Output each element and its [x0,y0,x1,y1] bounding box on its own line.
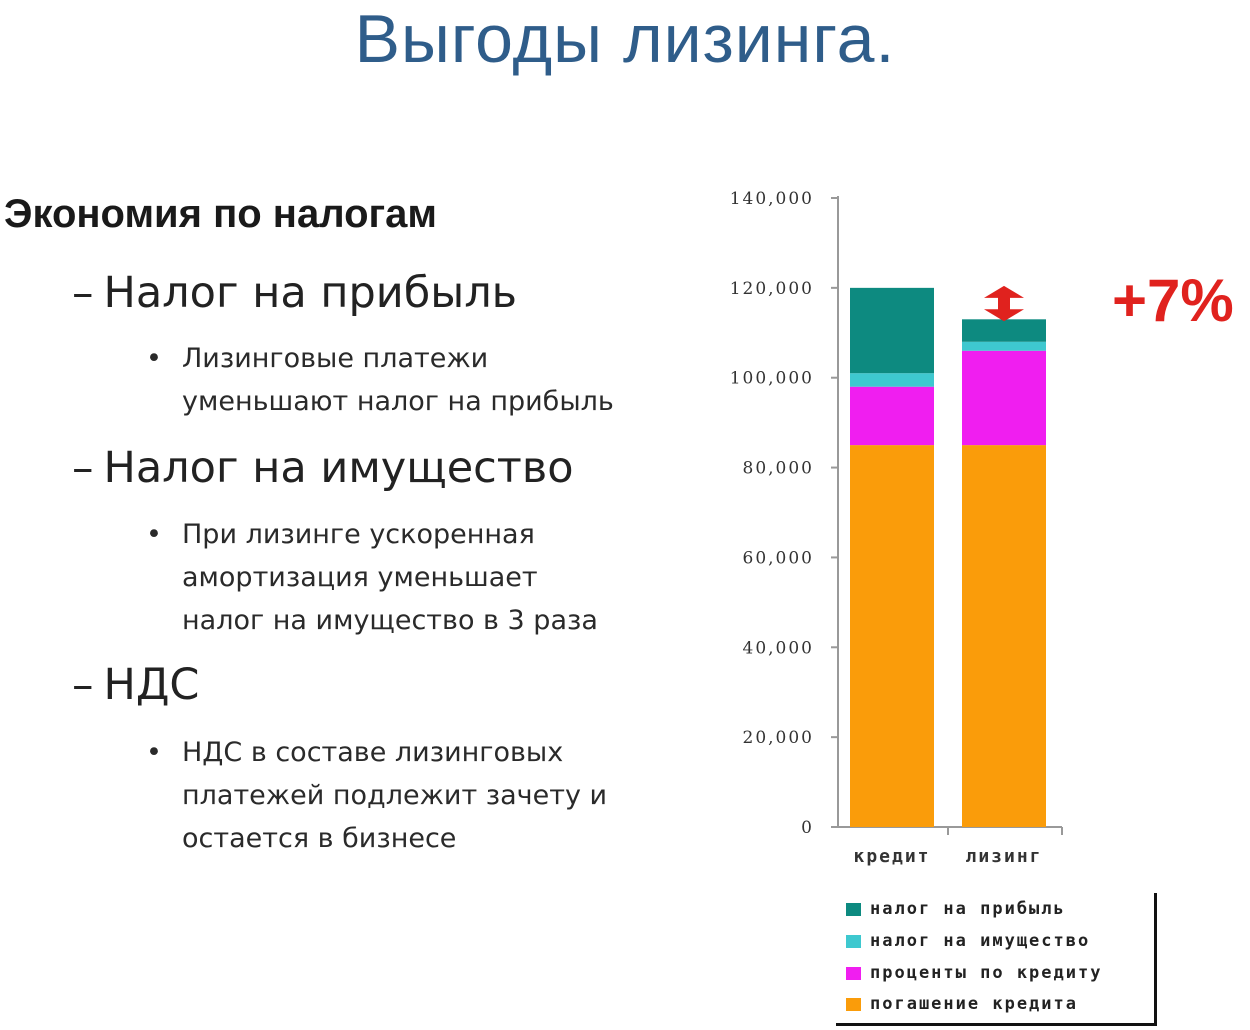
y-tick-label: 20,000 [743,728,814,748]
bar-segment [962,341,1046,351]
section-heading: Экономия по налогам [4,192,438,236]
bar-segment [962,319,1046,342]
bullet-line: платежей подлежит зачету и [182,780,608,811]
legend-item-profit-tax: налог на прибыль [846,899,1066,919]
point-profit-tax: – Налог на прибыль [72,268,517,318]
legend-label: налог на имущество [870,931,1091,951]
y-tick-label: 80,000 [743,459,814,479]
bullet-line: налог на имущество в 3 раза [182,605,598,636]
y-tick-label: 100,000 [730,369,814,389]
stacked-bar-chart: 0 20,000 40,000 60,000 80,000 100,000 120,000 1… [730,189,1063,867]
x-tick-label: лизинг [965,846,1042,867]
y-tick-label: 140,000 [730,189,814,209]
legend-swatch [846,966,861,980]
bullet-dot: • [146,343,162,374]
legend-item-loan-interest: проценты по кредиту [846,963,1102,983]
bar-segment [850,287,934,374]
bullet-line: Лизинговые платежи [182,343,489,374]
legend-item-property-tax: налог на имущество [846,931,1090,951]
legend-label: проценты по кредиту [870,963,1103,983]
bullet-line: амортизация уменьшает [182,562,538,593]
point-property-tax: – Налог на имущество [72,443,574,493]
y-tick-label: 120,000 [730,279,814,299]
delta-arrow-head-up [984,285,1024,298]
point-label: Налог на имущество [103,443,574,493]
y-tick-label: 60,000 [743,548,814,568]
bullet-vat: • НДС в составе лизинговых платежей подл… [146,731,646,860]
point-dash: – [72,443,94,493]
bullet-line: НДС в составе лизинговых [182,737,564,768]
bullet-profit-tax: • Лизинговые платежи уменьшают налог на … [146,337,646,423]
delta-arrow-head-down [984,309,1024,322]
legend-swatch [846,902,861,916]
slide-title: Выгоды лизинга. [354,1,896,77]
legend-label: налог на прибыль [870,899,1066,919]
bar-segment [962,350,1046,446]
x-tick-label: кредит [853,846,930,867]
point-dash: – [72,660,94,710]
bullet-dot: • [146,519,162,550]
bullet-property-tax: • При лизинге ускоренная амортизация уме… [146,513,646,642]
bar-segment [850,373,934,387]
bar-segment [850,445,934,827]
bar-segment [850,386,934,446]
bullet-line: При лизинге ускоренная [182,519,535,550]
y-tick-label: 0 [801,818,814,838]
point-dash: – [72,268,94,318]
bar-segment [962,445,1046,827]
point-vat: – НДС [72,660,199,710]
legend-swatch [846,997,861,1011]
bullet-line: уменьшают налог на прибыль [182,386,614,417]
delta-annotation: +7% [1112,267,1234,334]
point-label: Налог на прибыль [103,268,518,318]
y-tick-label: 40,000 [743,638,814,658]
bullet-dot: • [146,737,162,768]
chart-legend: налог на прибыль налог на имущество проц… [836,893,1157,1026]
bullet-line: остается в бизнесе [182,823,457,854]
legend-label: погашение кредита [870,994,1078,1014]
point-label: НДС [103,660,200,710]
legend-swatch [846,934,861,948]
legend-item-loan-repayment: погашение кредита [846,994,1078,1014]
